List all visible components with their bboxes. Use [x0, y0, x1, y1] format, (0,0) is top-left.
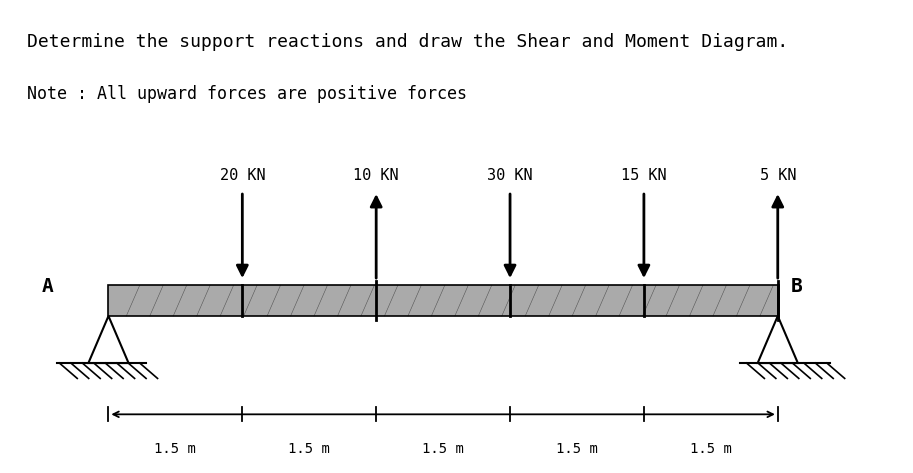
Text: 20 KN: 20 KN: [219, 167, 265, 183]
Polygon shape: [758, 316, 798, 363]
Text: 1.5 m: 1.5 m: [690, 442, 731, 455]
Text: 1.5 m: 1.5 m: [422, 442, 464, 455]
Text: B: B: [792, 277, 803, 296]
Text: Note : All upward forces are positive forces: Note : All upward forces are positive fo…: [27, 85, 467, 103]
Text: 30 KN: 30 KN: [488, 167, 533, 183]
Text: 1.5 m: 1.5 m: [556, 442, 598, 455]
Text: A: A: [42, 277, 53, 296]
Text: 1.5 m: 1.5 m: [154, 442, 196, 455]
Text: 5 KN: 5 KN: [760, 167, 796, 183]
Polygon shape: [89, 316, 129, 363]
Text: Determine the support reactions and draw the Shear and Moment Diagram.: Determine the support reactions and draw…: [27, 33, 789, 51]
Text: 1.5 m: 1.5 m: [289, 442, 331, 455]
Text: 15 KN: 15 KN: [621, 167, 666, 183]
Bar: [109, 285, 778, 316]
Text: 10 KN: 10 KN: [353, 167, 399, 183]
